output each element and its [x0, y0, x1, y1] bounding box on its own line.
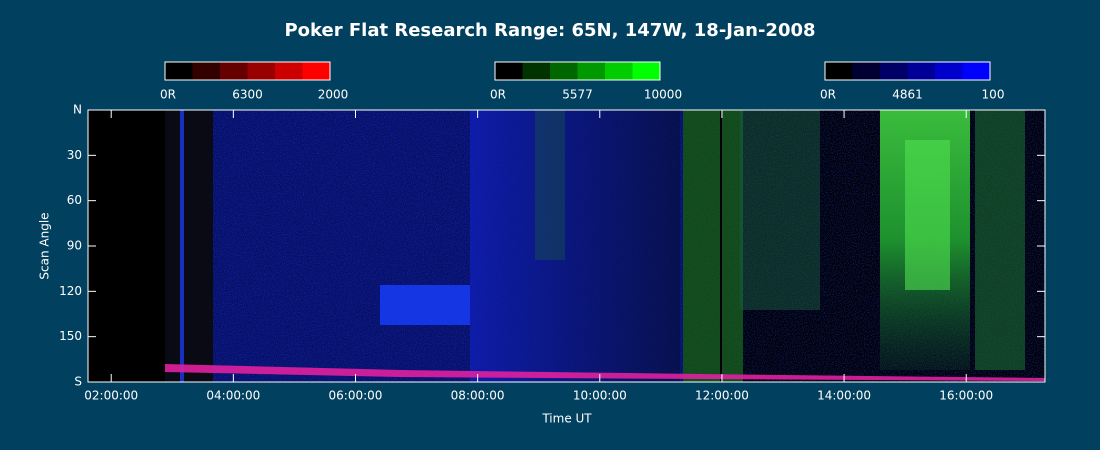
colorbar-frame	[164, 61, 331, 81]
colorbar-frame	[824, 61, 991, 81]
colorbar-cell	[935, 62, 963, 80]
colorbar-max-label: 10000	[644, 88, 682, 102]
x-tick-label: 02:00:00	[84, 389, 138, 403]
image-patch	[380, 285, 470, 325]
y-tick-label: N	[73, 103, 82, 117]
colorbar-name: 6300	[232, 88, 263, 102]
x-tick-label: 16:00:00	[939, 389, 993, 403]
colorbar-cell	[880, 62, 908, 80]
colorbar-cell	[247, 62, 275, 80]
colorbar-cell	[220, 62, 248, 80]
colorbar-name: 4861	[892, 88, 923, 102]
x-tick-label: 14:00:00	[817, 389, 871, 403]
image-line	[720, 110, 722, 382]
y-tick-label: 60	[67, 193, 82, 207]
colorbar-cell	[632, 62, 660, 80]
y-tick-label: 150	[59, 329, 82, 343]
x-tick-label: 04:00:00	[206, 389, 260, 403]
colorbar-max-label: 2000	[318, 88, 349, 102]
colorbar-cell	[605, 62, 633, 80]
colorbar-name: 5577	[562, 88, 593, 102]
image-red-band	[165, 364, 1045, 381]
colorbar-cell	[577, 62, 605, 80]
x-axis-label: Time UT	[541, 412, 592, 426]
colorbar-min-label: 0R	[820, 88, 836, 102]
colorbar-cell	[302, 62, 330, 80]
image-green-6	[535, 110, 565, 260]
x-tick-label: 06:00:00	[329, 389, 383, 403]
colorbar-cell	[522, 62, 550, 80]
image-green-5	[975, 110, 1025, 370]
y-tick-label: 120	[59, 284, 82, 298]
image-streak	[180, 110, 184, 382]
x-tick-label: 10:00:00	[573, 389, 627, 403]
chart-title: Poker Flat Research Range: 65N, 147W, 18…	[284, 20, 815, 41]
colorbar-min-label: 0R	[490, 88, 506, 102]
image-green-1	[683, 110, 743, 382]
colorbar-min-label: 0R	[160, 88, 176, 102]
colorbar-cell	[852, 62, 880, 80]
colorbar-cell	[907, 62, 935, 80]
colorbar-cell	[962, 62, 990, 80]
x-tick-label: 08:00:00	[451, 389, 505, 403]
keogram-image	[87, 109, 1046, 383]
colorbar-cell	[550, 62, 578, 80]
image-green-2	[740, 110, 820, 310]
y-tick-label: 90	[67, 239, 82, 253]
image-blue-fade	[470, 110, 680, 382]
colorbar-frame	[494, 61, 661, 81]
colorbar-cell	[275, 62, 303, 80]
y-tick-label: S	[74, 375, 82, 389]
y-tick-label: 30	[67, 148, 82, 162]
colorbar-cell	[495, 62, 523, 80]
y-axis-label: Scan Angle	[38, 212, 52, 279]
image-dark	[165, 110, 213, 382]
colorbar-max-label: 100	[982, 88, 1005, 102]
image-green-4	[905, 140, 950, 290]
colorbar-cell	[165, 62, 193, 80]
x-tick-label: 12:00:00	[695, 389, 749, 403]
colorbar-cell	[825, 62, 853, 80]
colorbar-cell	[192, 62, 220, 80]
